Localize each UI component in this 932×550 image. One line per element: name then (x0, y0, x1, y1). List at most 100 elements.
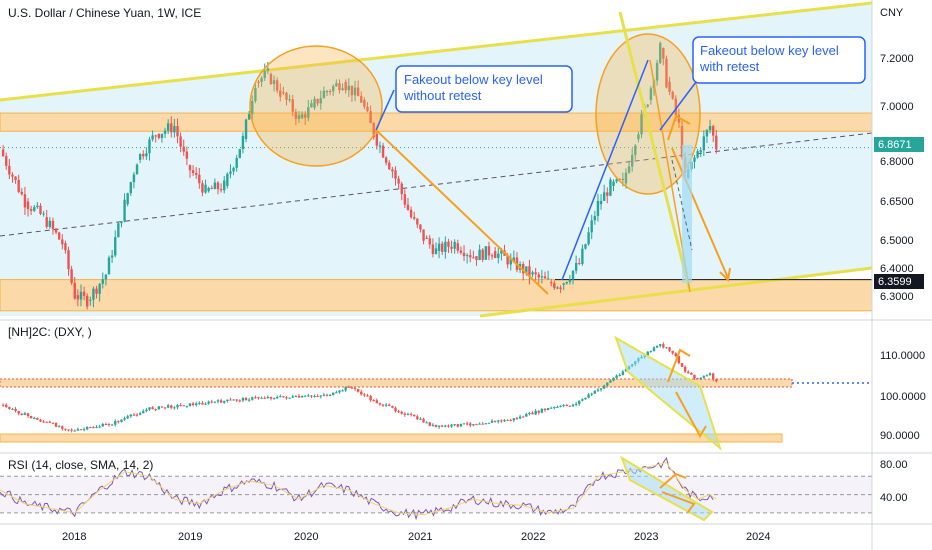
candle-body (79, 291, 83, 300)
callout-line2: without retest (403, 88, 482, 103)
candle-body (674, 98, 677, 115)
dxy-tick: 110.0000 (880, 350, 925, 362)
dxy-candle-body (51, 422, 55, 424)
dxy-candle-body (715, 379, 718, 382)
candle-body (42, 213, 45, 215)
dxy-candle-body (472, 424, 475, 426)
candle-body (612, 181, 615, 186)
dxy-candle-body (291, 396, 294, 398)
candle-body (381, 145, 385, 158)
dxy-candle-body (185, 406, 189, 408)
candle-body (36, 205, 39, 208)
candle-body (459, 250, 463, 253)
callout-left-line1: Fakeout below key level (404, 72, 543, 87)
dxy-candle-body (288, 397, 291, 399)
dxy-candle-body (649, 350, 653, 352)
dxy-candle-body (92, 427, 95, 429)
candle-body (325, 90, 329, 93)
candle-body (394, 170, 397, 179)
dxy-candle-body (515, 418, 519, 420)
candle-body (409, 209, 413, 218)
candle-body (73, 282, 76, 299)
dxy-candle-body (244, 398, 248, 401)
dxy-candle-body (363, 394, 366, 396)
dxy-candle-body (437, 425, 441, 427)
dxy-candle-body (82, 429, 86, 431)
candle-body (646, 104, 649, 107)
candle-body (282, 92, 285, 94)
candle-body (76, 295, 80, 300)
dxy-candle-body (478, 423, 481, 425)
dxy-candle-body (441, 425, 444, 427)
trend-line (618, 11, 692, 293)
candle-body (260, 78, 263, 82)
dxy-candle-body (528, 412, 531, 414)
candle-body (347, 85, 350, 91)
candle-body (403, 194, 407, 205)
dxy-candle-body (546, 408, 550, 410)
candle-body (54, 228, 58, 233)
dxy-candle-body (223, 400, 226, 403)
dxy-candle-body (444, 425, 447, 427)
dxy-candle-body (176, 405, 179, 408)
dxy-candle-body (671, 350, 674, 354)
dxy-candle-body (216, 400, 220, 402)
candle-body (590, 220, 593, 233)
dxy-axis: 110.0000 100.0000 90.0000 (880, 350, 926, 442)
rsi-channel (620, 455, 714, 522)
candle-body (487, 246, 491, 256)
candle-body (497, 253, 500, 258)
trend-line (375, 129, 549, 295)
candle-body (95, 288, 98, 294)
time-tick: 2019 (178, 531, 202, 543)
candle-body (531, 272, 534, 275)
dxy-candle-body (64, 428, 67, 430)
arrow-head (719, 267, 731, 283)
dxy-candle-body (450, 424, 453, 427)
dxy-candle-body (481, 423, 484, 425)
dxy-candle-body (48, 421, 52, 423)
rsi-arrow-up (659, 472, 687, 489)
dxy-candle-body (509, 420, 512, 422)
dxy-candle-body (677, 355, 681, 364)
candle-body (188, 165, 192, 171)
candle-body (562, 283, 565, 285)
dxy-candle-body (322, 394, 326, 396)
candle-body (668, 81, 671, 92)
candle-body (363, 100, 366, 107)
candle-body (229, 171, 232, 174)
candle-body (61, 239, 64, 245)
dxy-candle-body (409, 413, 413, 415)
candle-body (310, 103, 313, 108)
dxy-candle-body (226, 399, 229, 401)
candle-body (369, 111, 372, 124)
dxy-candle-body (129, 414, 132, 417)
dxy-candle-body (285, 397, 288, 399)
dxy-candle-body (57, 426, 61, 428)
candle-body (300, 114, 304, 119)
candle-body (693, 157, 696, 162)
candle-body (450, 246, 453, 249)
dxy-candle-body (73, 430, 76, 432)
candle-body (472, 257, 475, 259)
candle-body (350, 85, 354, 96)
candle-body (198, 174, 201, 184)
dxy-candle-body (257, 397, 260, 399)
dxy-candle-body (609, 380, 612, 383)
callout-pointer (375, 89, 395, 131)
dxy-candle-body (135, 414, 139, 416)
candle-body (599, 200, 603, 205)
candle-body (447, 241, 450, 247)
candle-body (226, 173, 229, 186)
dxy-candle-body (384, 404, 388, 406)
candle-body (263, 70, 266, 79)
candle-body (48, 220, 52, 227)
dxy-candle-body (668, 347, 671, 351)
dxy-candle-body (469, 423, 472, 426)
candle-body (596, 200, 600, 216)
dxy-candle-body (173, 407, 176, 409)
dxy-candle-body (145, 409, 148, 412)
candle-body (431, 244, 435, 254)
dxy-candle-body (705, 375, 709, 377)
